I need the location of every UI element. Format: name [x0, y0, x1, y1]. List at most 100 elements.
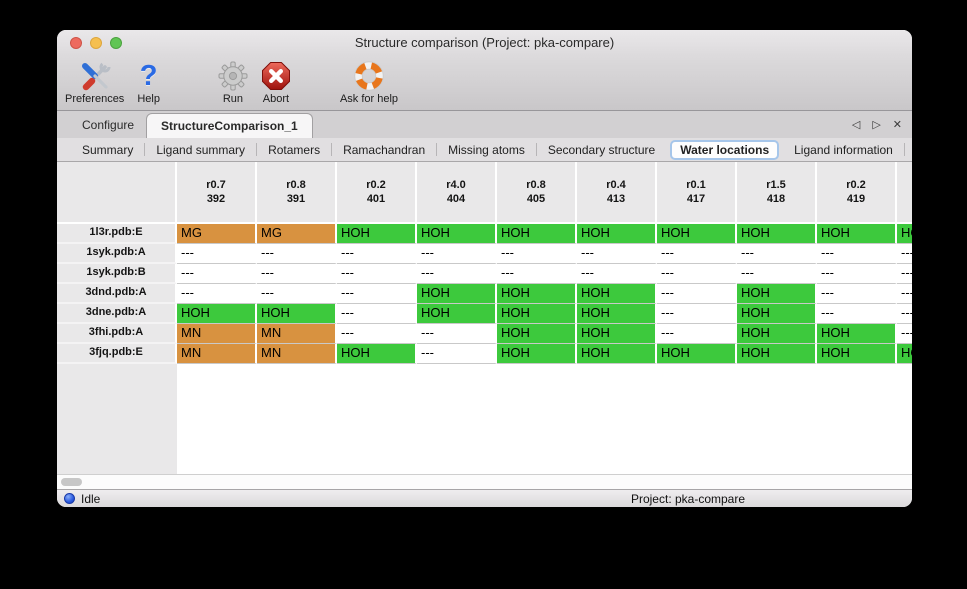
- sub-tab-water-locations[interactable]: Water locations: [670, 139, 780, 160]
- toolbar-button-help[interactable]: ? Help: [137, 59, 160, 106]
- sub-tab-ligand-summary[interactable]: Ligand summary: [156, 142, 246, 157]
- table-cell[interactable]: ---: [657, 284, 737, 304]
- table-cell[interactable]: HOH: [497, 284, 577, 304]
- table-cell[interactable]: MN: [257, 344, 337, 364]
- table-cell[interactable]: MN: [177, 344, 257, 364]
- sub-tab-ramachandran[interactable]: Ramachandran: [343, 142, 426, 157]
- table-cell[interactable]: ---: [817, 264, 897, 284]
- table-cell[interactable]: ---: [657, 324, 737, 344]
- table-cell[interactable]: HOH: [577, 324, 657, 344]
- table-cell[interactable]: ---: [417, 244, 497, 264]
- sub-tab-ligand-information[interactable]: Ligand information: [794, 142, 893, 157]
- table-cell[interactable]: ---: [177, 264, 257, 284]
- table-cell[interactable]: MG: [257, 224, 337, 244]
- table-cell[interactable]: HOH: [817, 344, 897, 364]
- table-cell[interactable]: ---: [817, 304, 897, 324]
- table-cell[interactable]: HOH: [497, 344, 577, 364]
- table-cell[interactable]: ---: [417, 324, 497, 344]
- table-cell[interactable]: ---: [497, 264, 577, 284]
- row-label[interactable]: 3dne.pdb:A: [57, 304, 177, 324]
- table-cell[interactable]: ---: [897, 244, 912, 264]
- minimize-window-button[interactable]: [90, 37, 102, 49]
- table-cell[interactable]: ---: [737, 264, 817, 284]
- sub-tab-missing-atoms[interactable]: Missing atoms: [448, 142, 525, 157]
- tab-close-icon[interactable]: ✕: [892, 119, 902, 131]
- sub-tab-secondary-structure[interactable]: Secondary structure: [547, 142, 656, 157]
- table-cell[interactable]: HOH: [577, 344, 657, 364]
- column-header[interactable]: r0.2 419: [817, 162, 897, 224]
- table-cell[interactable]: HOH: [257, 304, 337, 324]
- table-cell[interactable]: HOH: [737, 284, 817, 304]
- table-cell[interactable]: ---: [897, 264, 912, 284]
- main-tab-configure[interactable]: Configure: [82, 118, 135, 132]
- table-cell[interactable]: HOH: [817, 224, 897, 244]
- column-header[interactable]: r1.5 418: [737, 162, 817, 224]
- table-cell[interactable]: HOH: [897, 224, 912, 244]
- table-cell[interactable]: ---: [497, 244, 577, 264]
- table-cell[interactable]: HOH: [897, 344, 912, 364]
- row-label[interactable]: 1syk.pdb:B: [57, 264, 177, 284]
- table-cell[interactable]: ---: [657, 264, 737, 284]
- table-cell[interactable]: ---: [897, 324, 912, 344]
- table-cell[interactable]: MG: [177, 224, 257, 244]
- table-cell[interactable]: ---: [337, 324, 417, 344]
- table-cell[interactable]: HOH: [737, 224, 817, 244]
- toolbar-button-abort[interactable]: Abort: [261, 59, 291, 105]
- table-cell[interactable]: ---: [337, 304, 417, 324]
- table-cell[interactable]: HOH: [417, 304, 497, 324]
- row-label[interactable]: 1syk.pdb:A: [57, 244, 177, 264]
- table-cell[interactable]: ---: [257, 284, 337, 304]
- table-cell[interactable]: ---: [897, 304, 912, 324]
- table-cell[interactable]: ---: [177, 244, 257, 264]
- table-cell[interactable]: HOH: [737, 324, 817, 344]
- table-cell[interactable]: HOH: [417, 224, 497, 244]
- close-window-button[interactable]: [70, 37, 82, 49]
- table-cell[interactable]: ---: [417, 344, 497, 364]
- table-cell[interactable]: HOH: [577, 304, 657, 324]
- table-cell[interactable]: HOH: [417, 284, 497, 304]
- table-cell[interactable]: HOH: [737, 304, 817, 324]
- table-cell[interactable]: ---: [577, 244, 657, 264]
- zoom-window-button[interactable]: [110, 37, 122, 49]
- main-tab-structurecomparison-1[interactable]: StructureComparison_1: [146, 113, 313, 138]
- row-label[interactable]: 1l3r.pdb:E: [57, 224, 177, 244]
- horizontal-scrollbar[interactable]: [57, 474, 912, 489]
- table-cell[interactable]: ---: [177, 284, 257, 304]
- column-header[interactable]: r4.0 404: [417, 162, 497, 224]
- sub-tab-summary[interactable]: Summary: [82, 142, 134, 157]
- table-cell[interactable]: HOH: [497, 304, 577, 324]
- table-cell[interactable]: ---: [817, 244, 897, 264]
- table-cell[interactable]: ---: [337, 284, 417, 304]
- column-header[interactable]: r0.1 417: [657, 162, 737, 224]
- toolbar-button-preferences[interactable]: Preferences: [65, 59, 124, 105]
- table-cell[interactable]: ---: [337, 264, 417, 284]
- table-cell[interactable]: HOH: [657, 344, 737, 364]
- table-cell[interactable]: HOH: [657, 224, 737, 244]
- table-cell[interactable]: ---: [257, 244, 337, 264]
- table-cell[interactable]: HOH: [737, 344, 817, 364]
- table-cell[interactable]: ---: [897, 284, 912, 304]
- scrollbar-thumb[interactable]: [61, 478, 82, 486]
- table-cell[interactable]: ---: [817, 284, 897, 304]
- tab-prev-arrow-icon[interactable]: ◁: [851, 119, 861, 131]
- column-header[interactable]: r0.8 405: [497, 162, 577, 224]
- table-cell[interactable]: HOH: [577, 224, 657, 244]
- column-header[interactable]: [897, 162, 912, 224]
- sub-tab-rotamers[interactable]: Rotamers: [268, 142, 321, 157]
- column-header[interactable]: r0.4 413: [577, 162, 657, 224]
- table-cell[interactable]: ---: [417, 264, 497, 284]
- table-cell[interactable]: HOH: [497, 324, 577, 344]
- table-cell[interactable]: ---: [337, 244, 417, 264]
- table-cell[interactable]: MN: [177, 324, 257, 344]
- table-cell[interactable]: ---: [737, 244, 817, 264]
- table-cell[interactable]: ---: [257, 264, 337, 284]
- table-cell[interactable]: HOH: [337, 224, 417, 244]
- table-cell[interactable]: HOH: [817, 324, 897, 344]
- table-cell[interactable]: ---: [657, 304, 737, 324]
- toolbar-button-ask-for-help[interactable]: Ask for help: [340, 59, 398, 105]
- table-cell[interactable]: HOH: [497, 224, 577, 244]
- row-label[interactable]: 3fhi.pdb:A: [57, 324, 177, 344]
- row-label[interactable]: 3dnd.pdb:A: [57, 284, 177, 304]
- tab-next-arrow-icon[interactable]: ▷: [872, 119, 881, 131]
- title-bar[interactable]: Structure comparison (Project: pka-compa…: [57, 30, 912, 56]
